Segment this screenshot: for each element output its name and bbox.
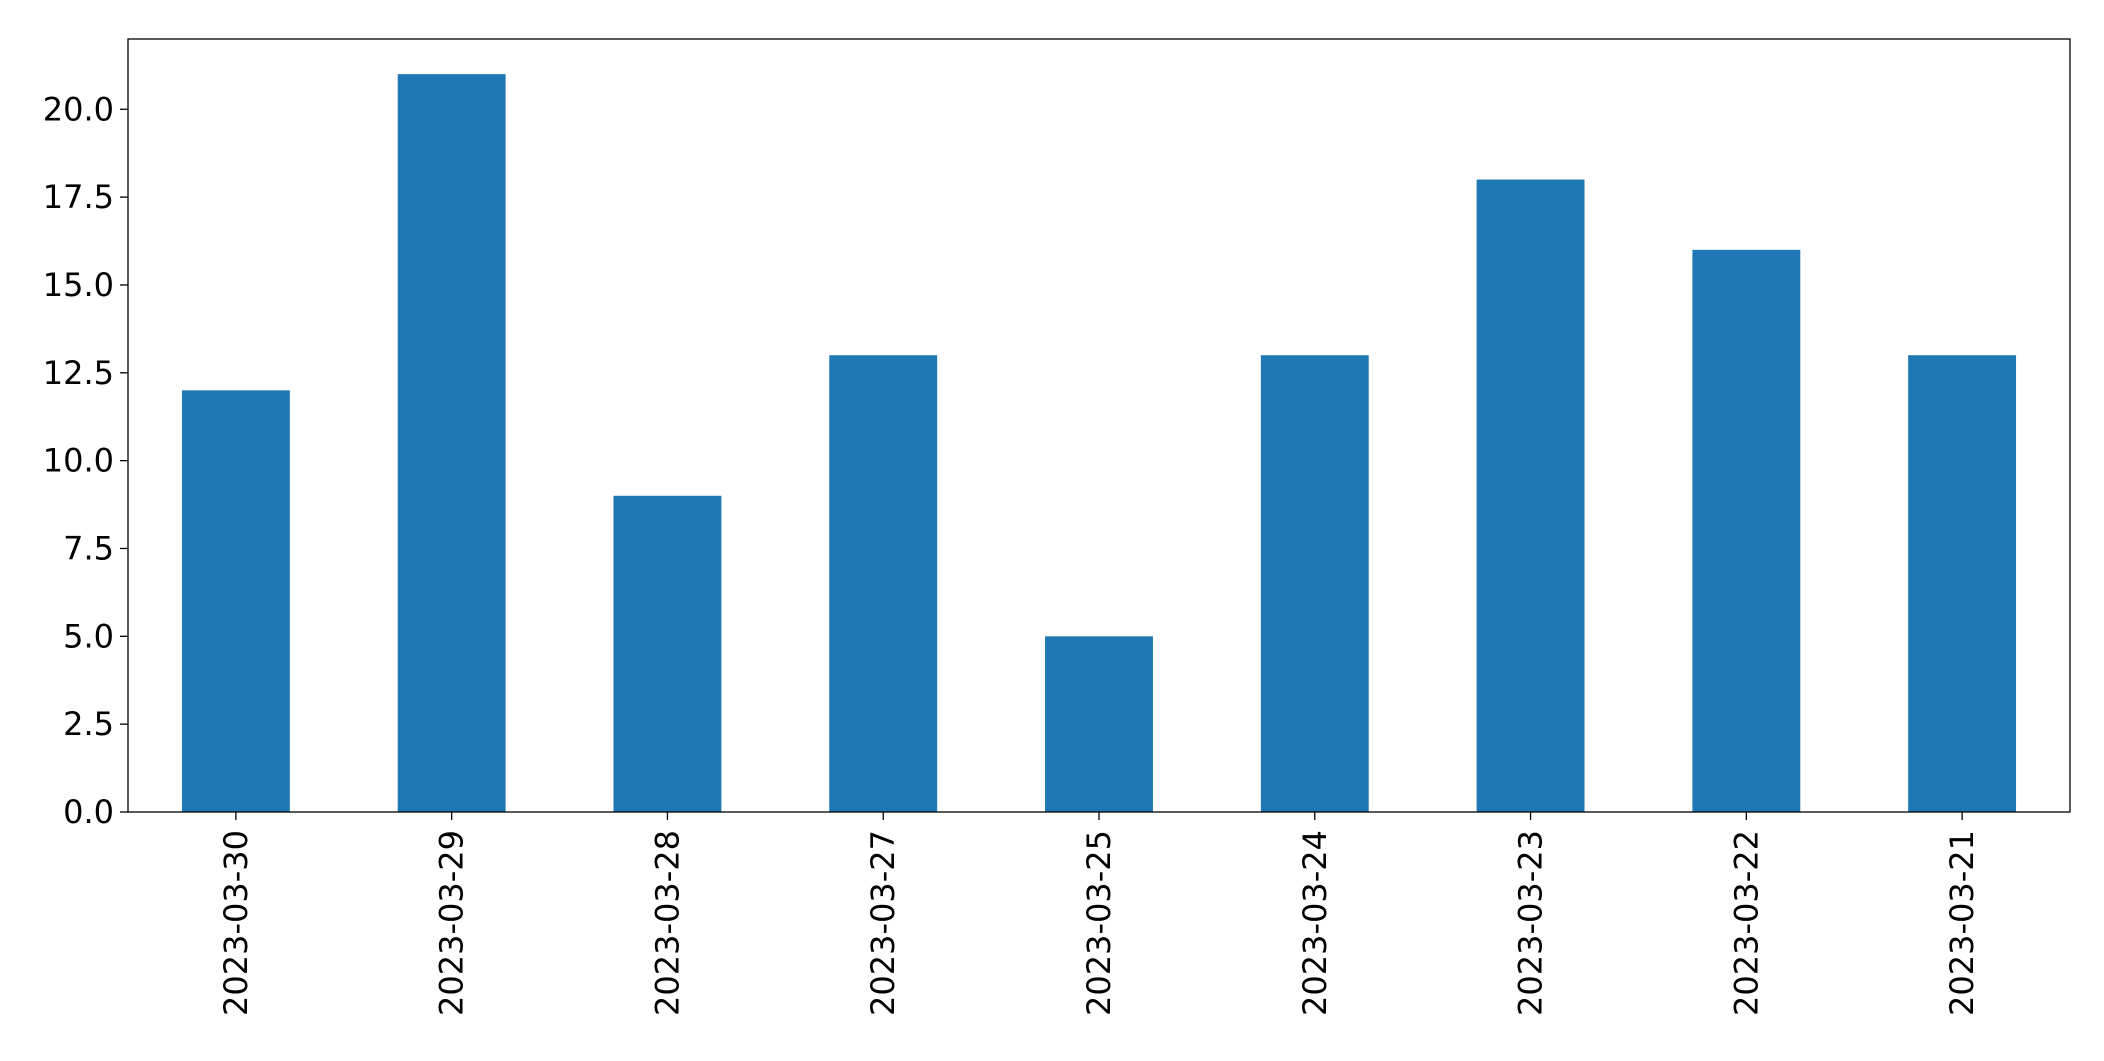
x-tick-label: 2023-03-27 [864,830,902,1016]
bar-2023-03-30 [181,390,290,812]
x-tick-label: 2023-03-22 [1727,830,1765,1016]
y-tick-label: 2.5 [63,705,114,743]
x-tick-label: 2023-03-21 [1943,830,1981,1016]
bar-2023-03-24 [1260,355,1369,812]
bar-2023-03-29 [397,74,506,813]
y-tick-label: 15.0 [43,266,114,304]
bar-2023-03-21 [1908,355,2017,812]
x-tick-label: 2023-03-29 [433,830,471,1016]
y-tick-label: 20.0 [43,90,114,128]
y-tick-label: 12.5 [43,354,114,392]
bar-2023-03-23 [1476,179,1585,812]
y-tick-label: 7.5 [63,529,114,567]
x-tick-label: 2023-03-24 [1296,830,1334,1016]
y-tick-label: 0.0 [63,793,114,831]
x-axis: 2023-03-30 2023-03-29 2023-03-28 2023-03-27… [217,812,1981,1016]
bar-2023-03-28 [613,495,722,812]
x-tick-label: 2023-03-30 [217,830,255,1016]
bars-group [181,74,2017,813]
bar-2023-03-22 [1692,249,1801,812]
y-tick-label: 5.0 [63,617,114,655]
bar-2023-03-25 [1045,636,1153,812]
y-axis: 0.0 2.5 5.0 7.5 10.0 12.5 15.0 17.5 20.0 [43,90,128,831]
plot-frame [127,38,2071,813]
x-tick-label: 2023-03-23 [1512,830,1550,1016]
x-tick-label: 2023-03-28 [648,830,686,1016]
x-tick-label: 2023-03-25 [1080,830,1118,1016]
y-tick-label: 17.5 [43,178,114,216]
y-tick-label: 10.0 [43,442,114,480]
bar-2023-03-27 [829,355,938,812]
